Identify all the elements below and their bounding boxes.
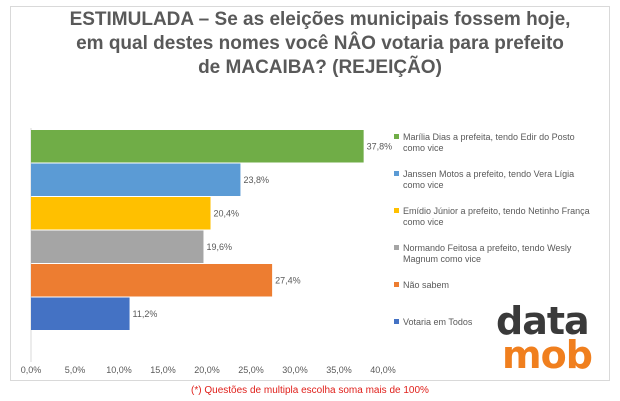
bar — [31, 163, 241, 196]
title-line-3: de MACAIBA? (REJEIÇÃO) — [198, 57, 442, 78]
legend-swatch — [394, 319, 399, 324]
legend-label: Emídio Júnior a prefeito, tendo Netinho … — [403, 206, 590, 216]
legend-label: como vice — [403, 217, 444, 227]
legend-label: Janssen Motos a prefeito, tendo Vera Líg… — [403, 169, 574, 179]
x-tick-label: 25,0% — [238, 365, 264, 375]
data-label: 11,2% — [133, 309, 158, 319]
x-tick-label: 15,0% — [150, 365, 176, 375]
x-tick-label: 5,0% — [65, 365, 86, 375]
data-label: 27,4% — [275, 275, 301, 285]
title-line-1: ESTIMULADA – Se as eleições municipais f… — [69, 9, 571, 30]
bar — [31, 130, 364, 163]
legend-label: como vice — [403, 180, 444, 190]
legend-swatch — [394, 134, 399, 139]
legend-label: Votaria em Todos — [403, 317, 473, 327]
title-line-2: em qual destes nomes você NÂO votaria pa… — [76, 33, 564, 54]
legend-label: Magnum como vice — [403, 254, 481, 264]
bar — [31, 297, 130, 330]
legend-label: Não sabem — [403, 280, 449, 290]
bar — [31, 264, 273, 297]
data-label: 19,6% — [206, 242, 232, 252]
bar — [31, 197, 211, 230]
data-label: 20,4% — [214, 208, 240, 218]
legend-swatch — [394, 208, 399, 213]
bar — [31, 230, 204, 263]
legend-label: Marília Dias a prefeita, tendo Edir do P… — [403, 132, 575, 142]
legend-label: Normando Feitosa a prefeito, tendo Wesly — [403, 243, 572, 253]
logo-text-data: data — [496, 299, 590, 343]
data-label: 37,8% — [367, 141, 393, 151]
legend-swatch — [394, 171, 399, 176]
legend-swatch — [394, 282, 399, 287]
footnote: (*) Questões de multipla escolha soma ma… — [191, 385, 429, 396]
data-label: 23,8% — [243, 175, 269, 185]
chart-title: ESTIMULADA – Se as eleições municipais f… — [40, 8, 600, 80]
x-tick-label: 30,0% — [282, 365, 308, 375]
x-tick-label: 10,0% — [106, 365, 132, 375]
x-tick-label: 0,0% — [21, 365, 42, 375]
logo-text-mob: mob — [502, 333, 593, 377]
x-tick-label: 40,0% — [370, 365, 396, 375]
x-tick-label: 20,0% — [194, 365, 220, 375]
x-tick-label: 35,0% — [326, 365, 352, 375]
legend-label: como vice — [403, 143, 444, 153]
legend-swatch — [394, 245, 399, 250]
